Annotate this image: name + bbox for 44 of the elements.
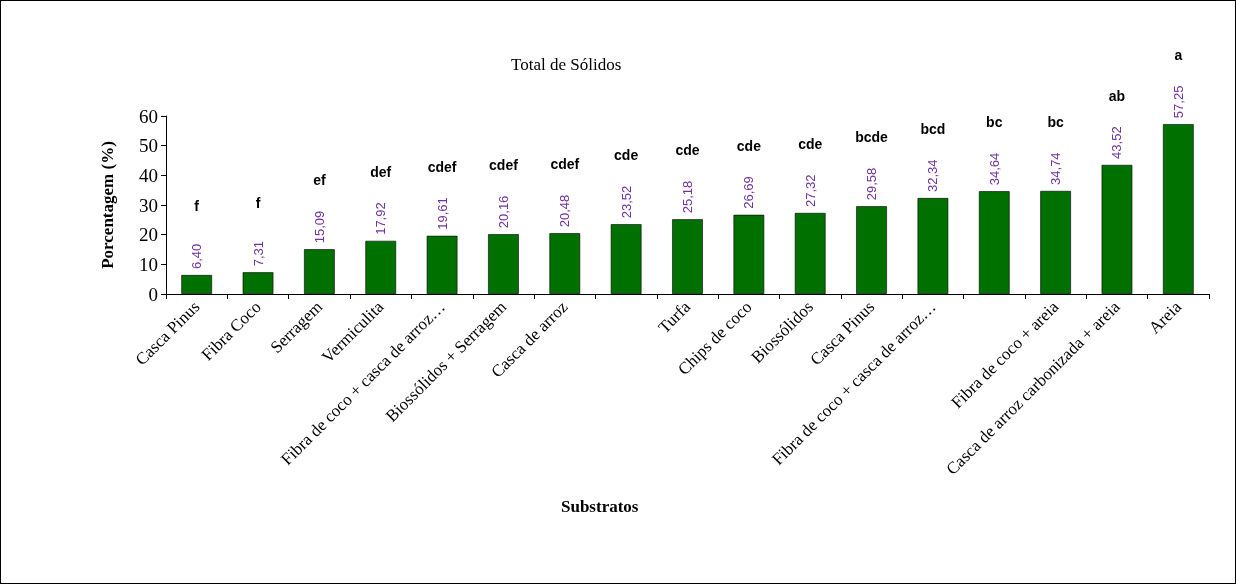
annotation: f <box>194 198 200 215</box>
data-label: 19,61 <box>434 197 450 230</box>
y-tick-label: 50 <box>139 135 158 157</box>
annotation: cdef <box>550 156 580 173</box>
data-label: 7,31 <box>250 241 266 267</box>
data-label: 34,64 <box>986 152 1002 186</box>
data-label: 27,32 <box>802 174 818 207</box>
data-label: 43,52 <box>1109 126 1125 159</box>
annotation: cde <box>798 135 823 152</box>
data-label: 17,92 <box>373 202 389 235</box>
data-label: 15,09 <box>311 210 327 244</box>
y-axis-title: Porcentagem (%) <box>98 141 117 269</box>
annotation: cde <box>614 147 639 164</box>
chart-title: Total de Sólidos <box>511 55 622 74</box>
annotation: cdef <box>427 158 457 175</box>
annotation: bcde <box>855 129 889 146</box>
x-axis-title: Substratos <box>561 497 639 516</box>
annotation: bc <box>986 114 1003 131</box>
data-label: 23,52 <box>618 185 634 219</box>
data-label: 20,16 <box>495 195 511 229</box>
y-tick-label: 60 <box>139 105 158 127</box>
annotation: bcd <box>920 121 946 138</box>
data-label: 26,69 <box>741 176 757 209</box>
data-label: 29,58 <box>864 167 880 201</box>
annotation: bc <box>1047 113 1064 130</box>
y-tick-label: 10 <box>139 253 158 275</box>
annotation: cde <box>675 142 700 159</box>
data-label: 20,48 <box>557 194 573 228</box>
y-tick-label: 20 <box>139 224 158 246</box>
data-label: 25,18 <box>680 180 695 214</box>
annotation: f <box>255 195 261 212</box>
y-tick-label: 30 <box>139 194 158 216</box>
text: a <box>1174 47 1183 64</box>
y-tick-label: 40 <box>139 164 158 186</box>
text: ab <box>1108 87 1126 104</box>
annotation: cdef <box>489 157 519 174</box>
data-label: 6,40 <box>189 243 205 270</box>
data-label: 34,74 <box>1048 152 1064 185</box>
annotation: def <box>370 163 392 180</box>
data-label: 57,25 <box>1170 85 1186 119</box>
data-label: 32,34 <box>925 159 941 193</box>
annotation: cde <box>736 137 762 154</box>
annotation: ef <box>313 172 326 189</box>
y-tick-label: 0 <box>148 283 158 305</box>
